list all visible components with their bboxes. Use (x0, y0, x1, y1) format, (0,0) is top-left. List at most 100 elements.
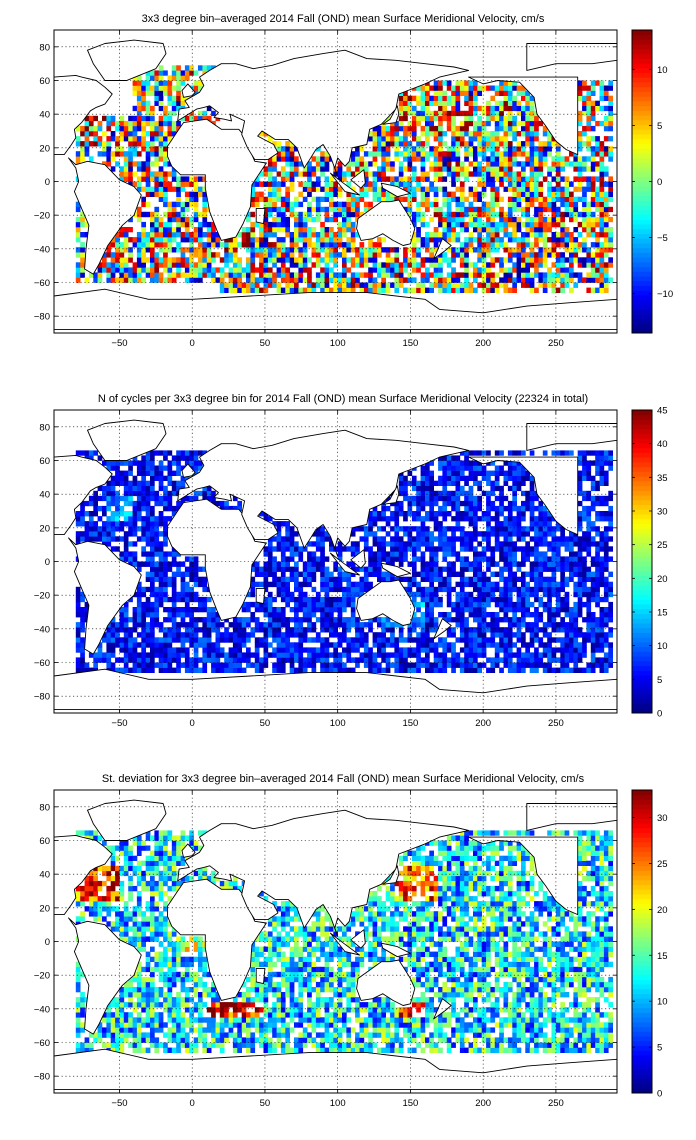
data-bin (555, 211, 561, 218)
data-bin (158, 475, 164, 481)
data-bin (503, 151, 509, 157)
data-bin (390, 136, 395, 142)
data-bin (569, 272, 574, 278)
data-bin (171, 622, 177, 628)
data-bin (481, 166, 487, 172)
data-bin (377, 166, 382, 172)
data-bin (193, 206, 199, 213)
data-bin (276, 541, 282, 547)
data-bin (176, 465, 181, 471)
data-bin (93, 495, 98, 502)
data-bin (481, 262, 487, 268)
data-bin (577, 196, 583, 202)
data-bin (75, 612, 81, 618)
data-bin (176, 125, 181, 132)
data-bin (320, 232, 325, 238)
data-bin (219, 287, 225, 293)
data-bin (542, 131, 548, 137)
data-bin (176, 90, 181, 96)
data-bin (276, 247, 282, 253)
data-bin (477, 141, 482, 147)
data-bin (542, 125, 548, 132)
data-bin (232, 242, 238, 248)
data-bin (136, 505, 142, 512)
data-bin (141, 211, 146, 218)
data-bin (538, 161, 544, 167)
data-bin (132, 521, 138, 527)
data-bin (150, 257, 155, 263)
data-bin (280, 257, 286, 263)
data-bin (311, 232, 317, 238)
data-bin (167, 627, 173, 633)
data-bin (407, 526, 413, 532)
data-bin (438, 221, 443, 228)
data-bin (241, 282, 247, 288)
data-bin (577, 166, 583, 172)
data-bin (123, 521, 129, 527)
data-bin (473, 125, 478, 132)
data-bin (211, 647, 216, 653)
data-bin (433, 211, 439, 218)
data-bin (307, 176, 312, 182)
data-bin (433, 156, 439, 162)
data-bin (403, 637, 408, 643)
data-bin (512, 237, 517, 243)
data-bin (411, 221, 417, 228)
landmass (356, 199, 416, 246)
data-bin (110, 156, 116, 162)
data-bin (390, 642, 395, 648)
data-bin (490, 282, 496, 288)
data-bin (315, 252, 321, 258)
data-bin (276, 227, 282, 233)
data-bin (211, 652, 216, 658)
landmass (329, 172, 360, 196)
data-bin (84, 125, 90, 132)
data-bin (110, 516, 116, 522)
data-bin (302, 227, 308, 233)
data-bin (403, 531, 408, 537)
data-bin (80, 596, 85, 603)
data-bin (350, 201, 356, 208)
data-bin (420, 105, 426, 112)
data-bin (481, 277, 487, 283)
data-bin (455, 125, 461, 132)
data-bin (232, 632, 238, 638)
data-bin (429, 247, 434, 253)
data-bin (202, 65, 208, 71)
data-bin (276, 526, 282, 532)
data-bin (425, 541, 430, 547)
data-bin (198, 257, 203, 263)
data-bin (333, 186, 338, 192)
data-bin (163, 485, 168, 492)
data-bin (84, 521, 90, 527)
data-bin (128, 596, 133, 603)
data-bin (490, 196, 496, 202)
data-bin (363, 566, 369, 572)
data-bin (398, 667, 404, 673)
data-bin (355, 247, 360, 253)
data-bin (451, 141, 456, 147)
data-bin (320, 272, 325, 278)
data-bin (106, 526, 112, 532)
data-bin (411, 601, 417, 608)
data-bin (272, 536, 277, 542)
data-bin (459, 287, 465, 293)
data-bin (263, 206, 269, 213)
data-bin (154, 571, 160, 577)
data-bin (451, 267, 456, 273)
data-bin (315, 242, 321, 248)
data-bin (285, 156, 290, 162)
data-bin (538, 227, 544, 233)
data-bin (586, 186, 592, 192)
data-bin (189, 596, 194, 603)
data-bin (193, 191, 199, 197)
data-bin (599, 176, 605, 182)
data-bin (136, 166, 142, 172)
colorbar-tick-label: −5 (657, 233, 668, 244)
data-bin (163, 115, 168, 122)
data-bin (263, 257, 269, 263)
data-bin (473, 131, 478, 137)
data-bin (106, 637, 112, 643)
data-bin (385, 141, 391, 147)
data-bin (324, 637, 330, 643)
